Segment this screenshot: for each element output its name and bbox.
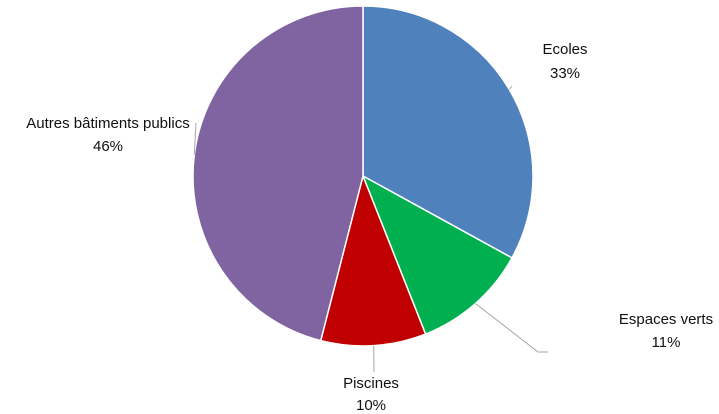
pie-slice-ecoles bbox=[362, 5, 534, 259]
pie-slice-espaces-verts bbox=[361, 174, 513, 336]
slice-label-percent: 10% bbox=[356, 397, 386, 414]
slice-label-name: Autres bâtiments publics bbox=[26, 115, 189, 132]
leader-line bbox=[475, 303, 548, 353]
leader-lines bbox=[193, 85, 548, 373]
slice-label-percent: 33% bbox=[550, 65, 580, 82]
pie-slices bbox=[192, 5, 534, 347]
slice-label-name: Espaces verts bbox=[619, 311, 713, 328]
slice-label-autres-batiments-publics: Autres bâtiments publics 46% bbox=[26, 115, 189, 155]
slice-label-percent: 11% bbox=[652, 334, 681, 351]
slice-label-espaces-verts: Espaces verts 11% bbox=[619, 311, 713, 351]
slice-label-percent: 46% bbox=[93, 138, 123, 155]
slice-label-piscines: Piscines 10% bbox=[343, 375, 399, 414]
leader-line bbox=[193, 122, 197, 155]
leader-line bbox=[508, 85, 513, 90]
slice-label-name: Ecoles bbox=[542, 41, 587, 58]
pie-slice-piscines bbox=[319, 173, 427, 347]
slice-label-name: Piscines bbox=[343, 375, 399, 392]
slice-label-ecoles: Ecoles 33% bbox=[542, 41, 587, 82]
